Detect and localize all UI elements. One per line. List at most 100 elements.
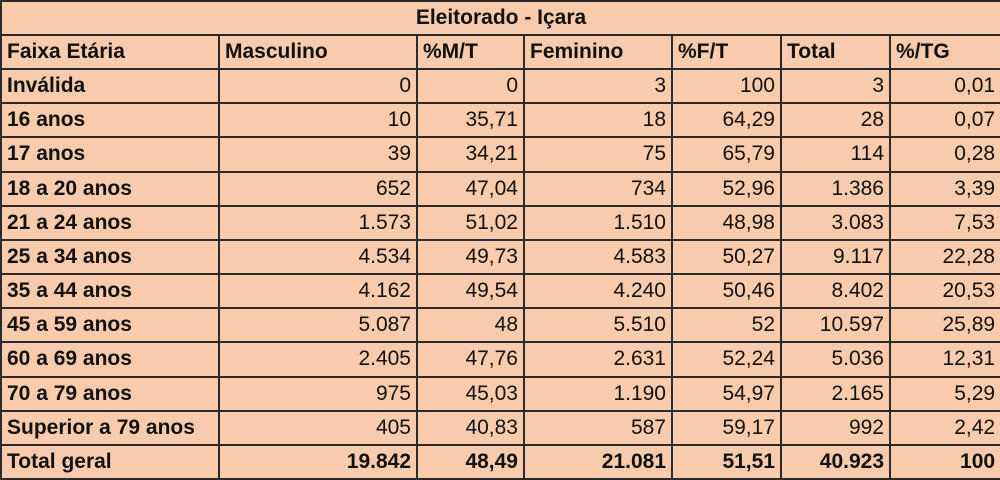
table-row: 70 a 79 anos 975 45,03 1.190 54,97 2.165 5,29 bbox=[0, 375, 1000, 412]
cell-feminino: 2.631 bbox=[523, 341, 673, 378]
cell-masculino: 975 bbox=[218, 375, 418, 412]
cell-pct-m-t: 34,21 bbox=[416, 136, 525, 173]
cell-masculino: 10 bbox=[218, 102, 418, 139]
cell-age-range: Superior a 79 anos bbox=[0, 409, 220, 447]
cell-total: 5.036 bbox=[780, 341, 891, 378]
table-row: 60 a 69 anos 2.405 47,76 2.631 52,24 5.036 12,… bbox=[0, 341, 1000, 378]
cell-pct-m-t: 51,02 bbox=[416, 204, 525, 241]
header-pct-m-t: %M/T bbox=[416, 34, 525, 70]
cell-masculino: 4.162 bbox=[218, 273, 418, 310]
total-feminino: 21.081 bbox=[523, 444, 673, 480]
total-pct-f-t: 51,51 bbox=[671, 444, 782, 480]
cell-pct-tg: 3,39 bbox=[888, 170, 1000, 207]
table-row: 17 anos 39 34,21 75 65,79 114 0,28 bbox=[0, 136, 1000, 173]
header-faixa-etaria: Faixa Etária bbox=[0, 34, 220, 70]
cell-total: 1.386 bbox=[780, 170, 891, 207]
cell-pct-f-t: 52 bbox=[671, 307, 782, 344]
cell-feminino: 587 bbox=[523, 409, 673, 447]
cell-pct-tg: 20,53 bbox=[888, 273, 1000, 310]
cell-total: 8.402 bbox=[780, 273, 891, 310]
title-row: Eleitorado - Içara bbox=[0, 0, 1000, 36]
cell-feminino: 5.510 bbox=[523, 307, 673, 344]
cell-pct-m-t: 47,04 bbox=[416, 170, 525, 207]
cell-age-range: Inválida bbox=[0, 67, 220, 105]
cell-age-range: 18 a 20 anos bbox=[0, 170, 220, 207]
cell-pct-tg: 5,29 bbox=[888, 375, 1000, 412]
header-row: Faixa Etária Masculino %M/T Feminino %F/… bbox=[0, 34, 1000, 70]
table-row: 45 a 59 anos 5.087 48 5.510 52 10.597 25,89 bbox=[0, 307, 1000, 344]
table-row: 21 a 24 anos 1.573 51,02 1.510 48,98 3.083 7,5… bbox=[0, 204, 1000, 241]
cell-age-range: 45 a 59 anos bbox=[0, 307, 220, 344]
cell-masculino: 0 bbox=[218, 67, 418, 105]
cell-masculino: 5.087 bbox=[218, 307, 418, 344]
header-masculino: Masculino bbox=[218, 34, 418, 70]
cell-total: 992 bbox=[780, 409, 891, 447]
table-row: 18 a 20 anos 652 47,04 734 52,96 1.386 3,39 bbox=[0, 170, 1000, 207]
cell-pct-f-t: 50,46 bbox=[671, 273, 782, 310]
header-pct-tg: %/TG bbox=[888, 34, 1000, 70]
cell-pct-f-t: 54,97 bbox=[671, 375, 782, 412]
cell-feminino: 1.190 bbox=[523, 375, 673, 412]
cell-feminino: 75 bbox=[523, 136, 673, 173]
cell-pct-f-t: 100 bbox=[671, 67, 782, 105]
cell-age-range: 60 a 69 anos bbox=[0, 341, 220, 378]
table-row: Superior a 79 anos 405 40,83 587 59,17 992 2,4… bbox=[0, 409, 1000, 447]
cell-feminino: 18 bbox=[523, 102, 673, 139]
cell-total: 114 bbox=[780, 136, 891, 173]
cell-pct-m-t: 0 bbox=[416, 67, 525, 105]
cell-total: 28 bbox=[780, 102, 891, 139]
cell-pct-m-t: 40,83 bbox=[416, 409, 525, 447]
cell-pct-tg: 0,01 bbox=[888, 67, 1000, 105]
cell-feminino: 3 bbox=[523, 67, 673, 105]
header-total: Total bbox=[780, 34, 891, 70]
cell-age-range: 25 a 34 anos bbox=[0, 238, 220, 276]
cell-pct-f-t: 48,98 bbox=[671, 204, 782, 241]
header-pct-f-t: %F/T bbox=[671, 34, 782, 70]
cell-pct-f-t: 65,79 bbox=[671, 136, 782, 173]
table-row: Inválida 0 0 3 100 3 0,01 bbox=[0, 67, 1000, 105]
cell-feminino: 4.583 bbox=[523, 238, 673, 276]
cell-feminino: 1.510 bbox=[523, 204, 673, 241]
cell-feminino: 4.240 bbox=[523, 273, 673, 310]
cell-pct-tg: 25,89 bbox=[888, 307, 1000, 344]
cell-total: 10.597 bbox=[780, 307, 891, 344]
table-row: 16 anos 10 35,71 18 64,29 28 0,07 bbox=[0, 102, 1000, 139]
total-masculino: 19.842 bbox=[218, 444, 418, 480]
cell-pct-m-t: 48 bbox=[416, 307, 525, 344]
cell-total: 2.165 bbox=[780, 375, 891, 412]
cell-pct-m-t: 35,71 bbox=[416, 102, 525, 139]
cell-age-range: 17 anos bbox=[0, 136, 220, 173]
total-row: Total geral 19.842 48,49 21.081 51,51 40… bbox=[0, 444, 1000, 480]
cell-pct-tg: 7,53 bbox=[888, 204, 1000, 241]
cell-pct-tg: 2,42 bbox=[888, 409, 1000, 447]
cell-pct-m-t: 49,54 bbox=[416, 273, 525, 310]
cell-pct-tg: 0,07 bbox=[888, 102, 1000, 139]
cell-masculino: 39 bbox=[218, 136, 418, 173]
cell-masculino: 405 bbox=[218, 409, 418, 447]
cell-age-range: 21 a 24 anos bbox=[0, 204, 220, 241]
cell-pct-tg: 22,28 bbox=[888, 238, 1000, 276]
cell-pct-f-t: 50,27 bbox=[671, 238, 782, 276]
cell-pct-tg: 12,31 bbox=[888, 341, 1000, 378]
cell-pct-m-t: 49,73 bbox=[416, 238, 525, 276]
table-row: 35 a 44 anos 4.162 49,54 4.240 50,46 8.402 20,… bbox=[0, 273, 1000, 310]
total-pct-tg: 100 bbox=[888, 444, 1000, 480]
cell-pct-m-t: 45,03 bbox=[416, 375, 525, 412]
cell-masculino: 4.534 bbox=[218, 238, 418, 276]
cell-pct-f-t: 52,24 bbox=[671, 341, 782, 378]
total-total: 40.923 bbox=[780, 444, 891, 480]
cell-total: 9.117 bbox=[780, 238, 891, 276]
cell-age-range: 35 a 44 anos bbox=[0, 273, 220, 310]
cell-feminino: 734 bbox=[523, 170, 673, 207]
table-row: 25 a 34 anos 4.534 49,73 4.583 50,27 9.117 22,… bbox=[0, 238, 1000, 276]
cell-age-range: 70 a 79 anos bbox=[0, 375, 220, 412]
header-feminino: Feminino bbox=[523, 34, 673, 70]
cell-pct-f-t: 64,29 bbox=[671, 102, 782, 139]
cell-age-range: 16 anos bbox=[0, 102, 220, 139]
cell-masculino: 2.405 bbox=[218, 341, 418, 378]
cell-total: 3.083 bbox=[780, 204, 891, 241]
cell-pct-m-t: 47,76 bbox=[416, 341, 525, 378]
cell-pct-f-t: 59,17 bbox=[671, 409, 782, 447]
total-label: Total geral bbox=[0, 444, 220, 480]
